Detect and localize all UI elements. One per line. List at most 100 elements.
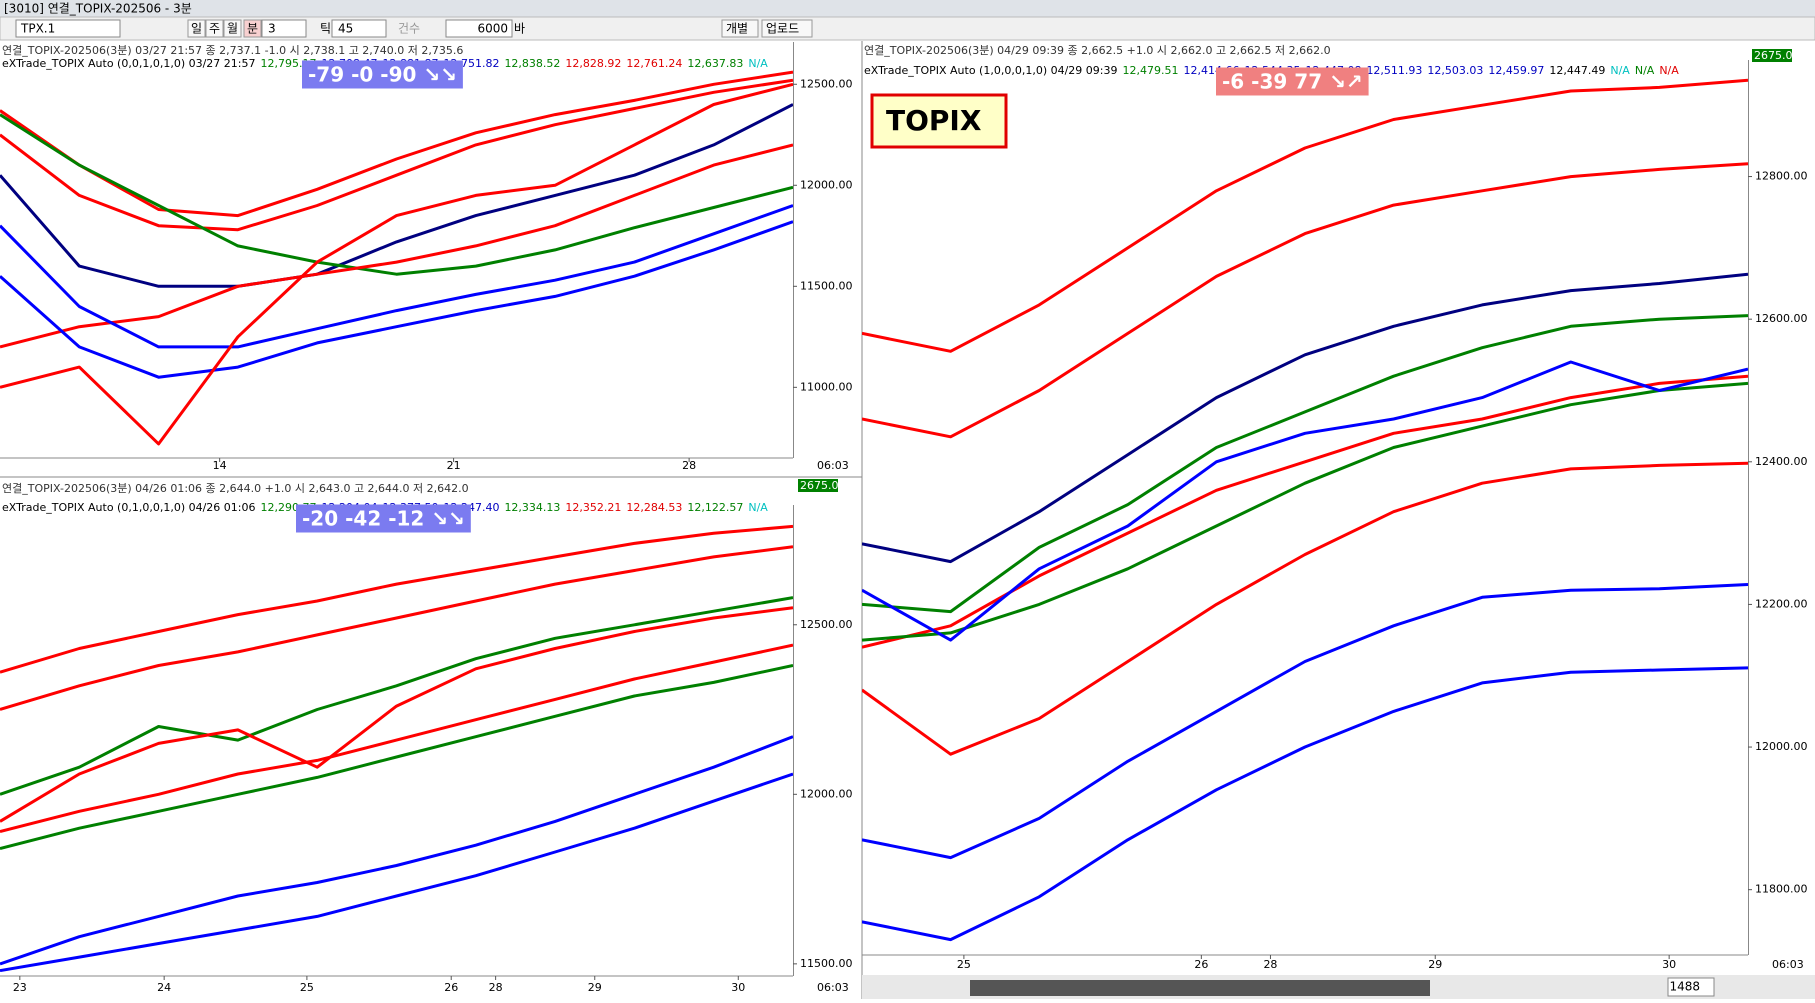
symbol-box[interactable] xyxy=(15,19,121,38)
x-tick-label: 25 xyxy=(300,981,314,994)
count-value: 6000 xyxy=(477,22,508,36)
badge-text: -6 -39 77 ↘↗ xyxy=(1222,70,1363,94)
period-button[interactable] xyxy=(205,19,224,38)
series-line xyxy=(0,606,793,823)
y-tick-label: 12000.00 xyxy=(800,787,853,800)
series-line xyxy=(862,666,1748,942)
header-segment: 12,761.24 xyxy=(626,57,682,70)
series-line xyxy=(0,545,793,711)
period-button[interactable] xyxy=(243,19,262,38)
scroll-value: 1488 xyxy=(1669,980,1700,994)
x-tick-label: 26 xyxy=(1194,958,1208,971)
series-line xyxy=(862,381,1748,642)
y-tick-label: 11800.00 xyxy=(1755,883,1808,896)
y-tick-label: 11500.00 xyxy=(800,957,853,970)
chart-label: TOPIX xyxy=(886,104,982,137)
y-tick-label: 12000.00 xyxy=(800,178,853,191)
header-segment: eXTrade_TOPIX Auto (0,0,1,0,1,0) 03/27 2… xyxy=(2,57,256,70)
header-segment: N/A xyxy=(1610,64,1630,77)
period-button-label: 주 xyxy=(209,22,220,36)
scroll-overview xyxy=(970,980,1430,996)
badge xyxy=(1216,67,1369,96)
time-label: 06:03 xyxy=(817,459,849,472)
y-tick-label: 12000.00 xyxy=(1755,740,1808,753)
x-tick-label: 26 xyxy=(444,981,458,994)
badge xyxy=(296,504,471,533)
period-value: 3 xyxy=(268,22,276,36)
series-line xyxy=(0,82,793,446)
toolbar-button[interactable] xyxy=(721,19,759,38)
header-segment: 12,838.52 xyxy=(504,57,560,70)
header-segment: 12,511.93 xyxy=(1366,64,1422,77)
header-segment: 12,459.97 xyxy=(1488,64,1544,77)
tick-label: 틱 xyxy=(320,22,331,36)
series-line xyxy=(0,204,793,349)
symbol: TPX.1 xyxy=(20,22,55,36)
x-tick-label: 28 xyxy=(682,459,696,472)
series-line xyxy=(0,70,793,218)
header-segment: N/A xyxy=(748,57,768,70)
series-line xyxy=(0,78,793,232)
price-tag xyxy=(798,479,838,492)
header-row1: 연결_TOPIX-202506(3분) 04/26 01:06 종 2,644.… xyxy=(2,482,469,495)
count-label: 건수 xyxy=(398,22,420,36)
badge-text: -20 -42 -12 ↘↘ xyxy=(302,507,465,531)
x-tick-label: 25 xyxy=(957,958,971,971)
scroll-box xyxy=(1667,977,1715,997)
badge-text: -79 -0 -90 ↘↘ xyxy=(308,63,457,87)
y-tick-label: 12800.00 xyxy=(1755,170,1808,183)
count-box[interactable] xyxy=(445,19,513,38)
header-segment: N/A xyxy=(1635,64,1655,77)
series-line xyxy=(0,596,793,796)
header-segment: eXTrade_TOPIX Auto (1,0,0,0,1,0) 04/29 0… xyxy=(864,64,1118,77)
period-box[interactable] xyxy=(261,19,307,38)
series-line xyxy=(862,583,1748,860)
x-tick-label: 30 xyxy=(731,981,745,994)
period-button[interactable] xyxy=(187,19,206,38)
x-tick-label: 14 xyxy=(213,459,227,472)
series-line xyxy=(0,524,793,674)
series-line xyxy=(862,360,1748,642)
toolbar-button[interactable] xyxy=(761,19,813,38)
series-line xyxy=(862,374,1748,649)
series-line xyxy=(0,664,793,851)
y-tick-label: 12600.00 xyxy=(1755,312,1808,325)
period-button-label: 분 xyxy=(247,22,258,36)
x-tick-label: 28 xyxy=(1263,958,1277,971)
window-title: [3010] 연결_TOPIX-202506 - 3분 xyxy=(4,2,192,16)
x-tick-label: 24 xyxy=(157,981,171,994)
series-line xyxy=(862,272,1748,564)
price-tag-text: 2675.0 xyxy=(800,479,839,492)
series-line xyxy=(0,643,793,834)
toolbar-button-label: 업로드 xyxy=(766,22,799,36)
tick-box[interactable] xyxy=(331,19,387,38)
series-line xyxy=(0,113,793,276)
time-label: 06:03 xyxy=(817,981,849,994)
header-segment: eXTrade_TOPIX Auto (0,1,0,0,1,0) 04/26 0… xyxy=(2,501,256,514)
y-tick-label: 11500.00 xyxy=(800,279,853,292)
x-tick-label: 30 xyxy=(1662,958,1676,971)
tick-value: 45 xyxy=(338,22,353,36)
price-tag xyxy=(1752,49,1792,62)
header-segment: 12,447.49 xyxy=(1549,64,1605,77)
badge xyxy=(302,60,463,89)
series-line xyxy=(862,162,1748,439)
period-button[interactable] xyxy=(223,19,242,38)
time-label: 06:03 xyxy=(1772,958,1804,971)
y-tick-label: 12500.00 xyxy=(800,618,853,631)
bar-label: 바 xyxy=(514,22,525,36)
header-segment: 12,352.21 xyxy=(565,501,621,514)
x-tick-label: 29 xyxy=(588,981,602,994)
period-button-label: 월 xyxy=(227,22,238,36)
header-segment: N/A xyxy=(1659,64,1679,77)
header-segment: N/A xyxy=(748,501,768,514)
price-tag-text: 2675.0 xyxy=(1754,49,1793,62)
series-line xyxy=(862,78,1748,353)
x-tick-label: 21 xyxy=(447,459,461,472)
period-button-label: 일 xyxy=(191,22,202,36)
y-tick-label: 12500.00 xyxy=(800,77,853,90)
header-segment: 12,828.92 xyxy=(565,57,621,70)
series-line xyxy=(0,735,793,966)
header-row1: 연결_TOPIX-202506(3분) 04/29 09:39 종 2,662.… xyxy=(864,44,1331,57)
